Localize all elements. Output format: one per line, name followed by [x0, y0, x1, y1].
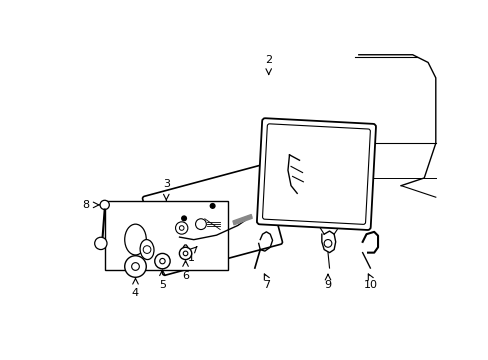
FancyBboxPatch shape — [256, 118, 375, 230]
Circle shape — [100, 200, 109, 210]
Circle shape — [179, 247, 191, 260]
FancyBboxPatch shape — [262, 124, 369, 224]
Circle shape — [179, 226, 183, 230]
Circle shape — [182, 216, 186, 221]
Ellipse shape — [140, 239, 154, 260]
Text: 1: 1 — [188, 253, 195, 263]
Circle shape — [124, 256, 146, 277]
Text: 4: 4 — [132, 288, 139, 298]
Text: 5: 5 — [159, 280, 165, 291]
Text: 7: 7 — [262, 280, 269, 291]
Circle shape — [324, 239, 331, 247]
Text: 3: 3 — [163, 180, 169, 189]
Text: 2: 2 — [264, 55, 272, 65]
Bar — [104, 201, 227, 270]
Circle shape — [183, 251, 187, 256]
Circle shape — [143, 246, 151, 253]
FancyBboxPatch shape — [142, 165, 282, 275]
Circle shape — [175, 222, 187, 234]
Text: 10: 10 — [363, 280, 377, 291]
Circle shape — [195, 219, 206, 230]
Circle shape — [131, 263, 139, 270]
Text: 9: 9 — [324, 280, 331, 291]
Ellipse shape — [124, 224, 146, 255]
Circle shape — [210, 204, 215, 208]
Circle shape — [160, 258, 165, 264]
Text: 8: 8 — [82, 200, 89, 210]
Text: 6: 6 — [182, 271, 189, 281]
Circle shape — [95, 237, 107, 249]
Circle shape — [154, 253, 170, 269]
